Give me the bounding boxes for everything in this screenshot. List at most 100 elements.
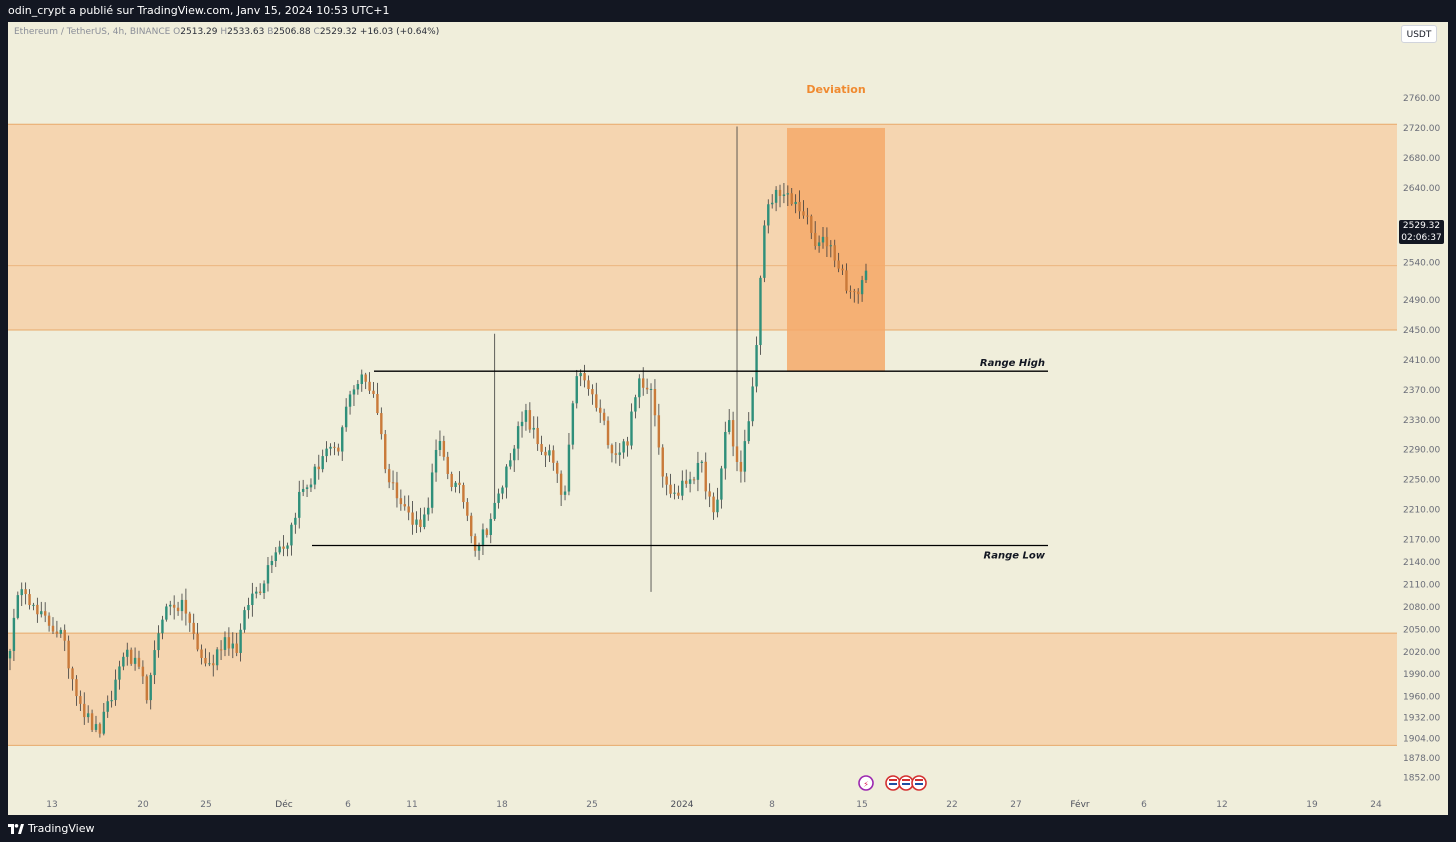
candle-body	[137, 657, 141, 667]
candle-body	[563, 491, 567, 495]
candle-body	[395, 482, 399, 499]
candle-body	[696, 462, 700, 480]
candle-body	[258, 591, 262, 593]
candle-body	[63, 629, 66, 641]
candle-body	[403, 504, 406, 507]
candle-body	[427, 507, 430, 515]
candle-body	[751, 386, 754, 422]
publish-info-bar: odin_crypt a publié sur TradingView.com,…	[0, 0, 1456, 22]
range-low-label: Range Low	[984, 551, 1046, 562]
price-tick-label: 2290.00	[1403, 446, 1440, 456]
tradingview-logo[interactable]: TradingView	[8, 822, 94, 835]
deviation-label: Deviation	[806, 83, 865, 96]
time-tick-label: 24	[1370, 800, 1382, 810]
candle-body	[485, 529, 489, 535]
candle-body	[24, 589, 27, 595]
candle-body	[106, 701, 109, 712]
candle-body	[83, 703, 86, 718]
open-value: 2513.29	[180, 27, 218, 37]
candle-body	[532, 427, 535, 430]
price-chart[interactable]: Deviation2760.002720.002680.002640.00259…	[0, 0, 1456, 815]
candle-body	[161, 619, 164, 634]
currency-button[interactable]: USDT	[1401, 25, 1437, 43]
candle-body	[810, 216, 813, 233]
candle-body	[856, 291, 860, 295]
candle-body	[129, 649, 133, 664]
price-tick-label: 2450.00	[1403, 326, 1440, 336]
price-tick-label: 1960.00	[1403, 693, 1440, 703]
time-tick-label: 12	[1216, 800, 1227, 810]
candle-body	[544, 451, 547, 456]
candle-body	[415, 519, 418, 525]
candle-body	[638, 378, 641, 398]
deviation-box	[787, 127, 885, 372]
candle-body	[677, 492, 680, 496]
candle-body	[462, 485, 465, 503]
candle-body	[774, 189, 778, 203]
price-tick-label: 1852.00	[1403, 774, 1440, 784]
candle-body	[786, 193, 790, 195]
candle-body	[571, 403, 575, 445]
candle-body	[661, 447, 664, 477]
candle-body	[681, 480, 684, 496]
candle-body	[67, 640, 70, 669]
time-tick-label: 8	[769, 800, 775, 810]
candle-body	[794, 201, 797, 205]
high-label: H	[220, 27, 228, 37]
flag-stripe	[902, 783, 910, 785]
flag-stripe	[902, 779, 910, 781]
candle-body	[208, 663, 211, 665]
candle-body	[380, 413, 383, 435]
candle-body	[763, 225, 766, 278]
candle-body	[266, 565, 270, 584]
candle-body	[337, 447, 340, 452]
time-tick-label: 6	[345, 800, 351, 810]
candle-body	[387, 469, 391, 483]
candle-body	[227, 637, 231, 649]
candle-body	[430, 472, 434, 508]
candle-body	[556, 462, 559, 474]
candle-body	[153, 650, 156, 676]
candle-body	[172, 604, 176, 608]
bar-countdown: 02:06:37	[1401, 233, 1442, 243]
candle-body	[47, 615, 51, 626]
candle-body	[243, 610, 246, 630]
candle-body	[40, 611, 43, 615]
candle-body	[837, 260, 840, 269]
candle-body	[384, 434, 387, 470]
price-tick-label: 2720.00	[1403, 124, 1440, 134]
candle-body	[215, 649, 219, 666]
candle-body	[348, 394, 352, 407]
candle-body	[317, 466, 320, 470]
candle-body	[419, 519, 422, 528]
candle-body	[391, 482, 395, 484]
candle-body	[32, 604, 35, 606]
candle-body	[798, 201, 801, 212]
candle-body	[321, 456, 324, 470]
candle-body	[94, 724, 98, 730]
candle-body	[12, 617, 16, 651]
candle-body	[833, 245, 836, 261]
candle-body	[782, 194, 786, 196]
candle-body	[802, 211, 805, 216]
candle-body	[720, 468, 723, 500]
price-tick-label: 1878.00	[1403, 754, 1440, 764]
candle-body	[149, 675, 152, 701]
candle-body	[278, 546, 281, 553]
earnings-icon[interactable]	[858, 775, 874, 791]
time-tick-label: 19	[1306, 800, 1318, 810]
candle-body	[583, 373, 586, 381]
candle-body	[122, 656, 125, 667]
price-tick-label: 2210.00	[1403, 506, 1440, 516]
flag-stripe	[915, 783, 923, 785]
time-tick-label: 25	[200, 800, 211, 810]
symbol-name: Ethereum / TetherUS, 4h, BINANCE	[14, 27, 171, 37]
candle-body	[28, 594, 31, 606]
candle-body	[290, 524, 293, 546]
candle-body	[239, 629, 242, 653]
candle-body	[610, 445, 614, 454]
price-tick-label: 2680.00	[1403, 154, 1440, 164]
candle-body	[411, 512, 414, 525]
price-tick-label: 2410.00	[1403, 356, 1440, 366]
candle-body	[356, 384, 360, 390]
